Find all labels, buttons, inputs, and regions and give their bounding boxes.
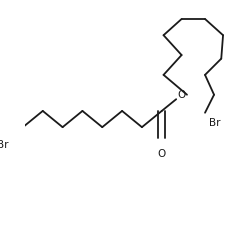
Text: Br: Br bbox=[208, 118, 219, 128]
Text: O: O bbox=[157, 149, 165, 159]
Text: Br: Br bbox=[0, 140, 8, 150]
Text: O: O bbox=[177, 90, 185, 100]
